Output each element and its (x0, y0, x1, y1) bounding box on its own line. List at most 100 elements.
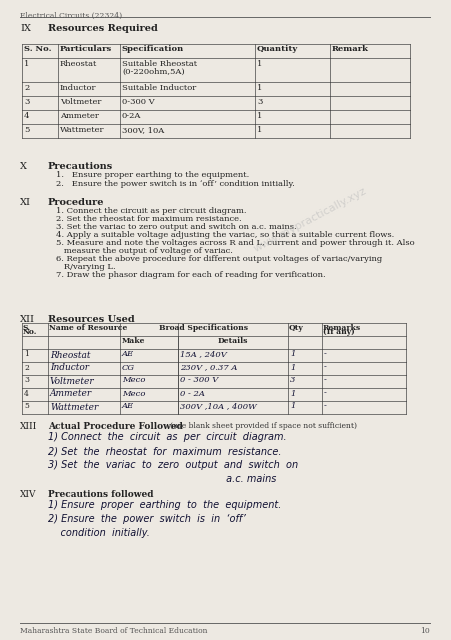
Text: Actual Procedure Followed: Actual Procedure Followed (48, 422, 183, 431)
Text: Rheostat: Rheostat (60, 60, 97, 68)
Text: 3: 3 (24, 98, 29, 106)
Text: www.mypractically.xyz: www.mypractically.xyz (251, 186, 368, 254)
Text: Particulars: Particulars (60, 45, 112, 53)
Text: Resources Used: Resources Used (48, 315, 134, 324)
Text: 1: 1 (257, 126, 262, 134)
Text: Rheostat: Rheostat (50, 351, 90, 360)
Text: S. No.: S. No. (24, 45, 51, 53)
Text: 3) Set  the  variac  to  zero  output  and  switch  on: 3) Set the variac to zero output and swi… (48, 460, 298, 470)
Text: XI: XI (20, 198, 31, 207)
Text: 10: 10 (419, 627, 429, 635)
Text: 1: 1 (290, 390, 295, 397)
Text: -: - (323, 390, 326, 397)
Text: Wattmeter: Wattmeter (50, 403, 98, 412)
Text: 2: 2 (24, 364, 29, 371)
Text: 0-2A: 0-2A (122, 112, 141, 120)
Text: a.c. mains: a.c. mains (48, 474, 276, 484)
Text: Precautions followed: Precautions followed (48, 490, 153, 499)
Text: XII: XII (20, 315, 35, 324)
Text: 0-300 V: 0-300 V (122, 98, 154, 106)
Text: 4. Apply a suitable voltage adjusting the variac, so that a suitable current flo: 4. Apply a suitable voltage adjusting th… (56, 231, 393, 239)
Text: AE: AE (122, 403, 134, 410)
Text: 1: 1 (24, 60, 29, 68)
Text: Suitable Rheostat: Suitable Rheostat (122, 60, 197, 68)
Text: Ammeter: Ammeter (50, 390, 92, 399)
Text: R/varying L.: R/varying L. (56, 263, 115, 271)
Text: 4: 4 (24, 112, 29, 120)
Text: 0 - 300 V: 0 - 300 V (179, 376, 218, 385)
Text: -: - (323, 376, 326, 385)
Text: 1) Ensure  proper  earthing  to  the  equipment.: 1) Ensure proper earthing to the equipme… (48, 500, 281, 510)
Text: X: X (20, 162, 27, 171)
Text: Broad Specifications: Broad Specifications (159, 324, 248, 332)
Text: -: - (323, 351, 326, 358)
Text: Meco: Meco (122, 390, 145, 397)
Text: 1.   Ensure proper earthing to the equipment.: 1. Ensure proper earthing to the equipme… (56, 171, 249, 179)
Text: 7. Draw the phasor diagram for each of reading for verification.: 7. Draw the phasor diagram for each of r… (56, 271, 325, 279)
Text: Wattmeter: Wattmeter (60, 126, 104, 134)
Text: 2: 2 (24, 84, 29, 92)
Text: Precautions: Precautions (48, 162, 113, 171)
Text: Suitable Inductor: Suitable Inductor (122, 84, 196, 92)
Text: Meco: Meco (122, 376, 145, 385)
Text: 1: 1 (290, 403, 295, 410)
Text: 3. Set the variac to zero output and switch on a.c. mains.: 3. Set the variac to zero output and swi… (56, 223, 296, 231)
Text: 300V ,10A , 400W: 300V ,10A , 400W (179, 403, 256, 410)
Text: XIII: XIII (20, 422, 37, 431)
Text: AE: AE (122, 351, 134, 358)
Text: Maharashtra State Board of Technical Education: Maharashtra State Board of Technical Edu… (20, 627, 207, 635)
Text: 230V , 0.37 A: 230V , 0.37 A (179, 364, 237, 371)
Text: Details: Details (217, 337, 248, 345)
Text: 5. Measure and note the voltages across R and L, current and power through it. A: 5. Measure and note the voltages across … (56, 239, 414, 247)
Text: IX: IX (20, 24, 31, 33)
Text: -: - (323, 364, 326, 371)
Text: -: - (323, 403, 326, 410)
Text: 2) Set  the  rheostat  for  maximum  resistance.: 2) Set the rheostat for maximum resistan… (48, 446, 281, 456)
Text: 1: 1 (257, 84, 262, 92)
Text: Electrical Circuits (22324): Electrical Circuits (22324) (20, 12, 122, 20)
Text: measure the output of voltage of variac.: measure the output of voltage of variac. (56, 247, 232, 255)
Text: Procedure: Procedure (48, 198, 104, 207)
Text: CG: CG (122, 364, 135, 371)
Text: 1: 1 (290, 364, 295, 371)
Text: 1: 1 (24, 351, 29, 358)
Text: Name of Resource: Name of Resource (49, 324, 127, 332)
Text: S.: S. (23, 324, 31, 332)
Text: Inductor: Inductor (50, 364, 89, 372)
Text: (0-220ohm,5A): (0-220ohm,5A) (122, 68, 184, 76)
Text: Resources Required: Resources Required (48, 24, 157, 33)
Text: 300V, 10A: 300V, 10A (122, 126, 164, 134)
Text: 0 - 2A: 0 - 2A (179, 390, 204, 397)
Text: 2) Ensure  the  power  switch  is  in  ‘off’: 2) Ensure the power switch is in ‘off’ (48, 514, 245, 524)
Text: 1: 1 (257, 60, 262, 68)
Text: Specification: Specification (122, 45, 184, 53)
Text: (use blank sheet provided if space not sufficient): (use blank sheet provided if space not s… (170, 422, 356, 430)
Text: 15A , 240V: 15A , 240V (179, 351, 226, 358)
Text: 3: 3 (257, 98, 262, 106)
Text: 1: 1 (290, 351, 295, 358)
Text: 5: 5 (24, 403, 29, 410)
Text: 2. Set the rheostat for maximum resistance.: 2. Set the rheostat for maximum resistan… (56, 215, 241, 223)
Text: Remarks: Remarks (322, 324, 360, 332)
Text: 1) Connect  the  circuit  as  per  circuit  diagram.: 1) Connect the circuit as per circuit di… (48, 432, 286, 442)
Text: Voltmeter: Voltmeter (50, 376, 94, 385)
Text: No.: No. (23, 328, 37, 336)
Text: Qty: Qty (288, 324, 303, 332)
Text: XIV: XIV (20, 490, 37, 499)
Text: 5: 5 (24, 126, 29, 134)
Text: 4: 4 (24, 390, 29, 397)
Text: 3: 3 (290, 376, 295, 385)
Text: Voltmeter: Voltmeter (60, 98, 101, 106)
Text: (If any): (If any) (322, 328, 354, 336)
Text: 1: 1 (257, 112, 262, 120)
Text: 6. Repeat the above procedure for different output voltages of variac/varying: 6. Repeat the above procedure for differ… (56, 255, 382, 263)
Text: Remark: Remark (331, 45, 368, 53)
Text: 1. Connect the circuit as per circuit diagram.: 1. Connect the circuit as per circuit di… (56, 207, 246, 215)
Text: condition  initially.: condition initially. (48, 528, 150, 538)
Text: 2.   Ensure the power switch is in ‘off’ condition initially.: 2. Ensure the power switch is in ‘off’ c… (56, 180, 294, 188)
Text: Make: Make (122, 337, 145, 345)
Text: 3: 3 (24, 376, 29, 385)
Text: Ammeter: Ammeter (60, 112, 99, 120)
Text: Inductor: Inductor (60, 84, 96, 92)
Text: Quantity: Quantity (257, 45, 298, 53)
